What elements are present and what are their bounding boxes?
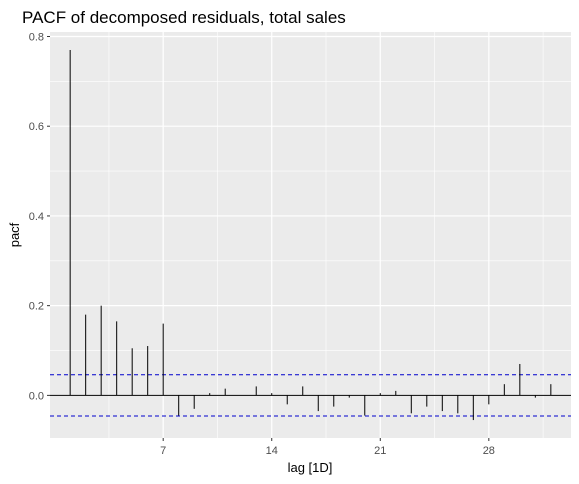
x-tick-label: 21 xyxy=(374,445,386,457)
y-tick-label: 0.8 xyxy=(29,31,44,43)
plot-panel xyxy=(50,32,571,438)
x-tick-label: 14 xyxy=(266,445,278,457)
y-axis: 0.0 0.2 0.4 0.6 0.8 xyxy=(29,31,50,402)
x-axis-title: lag [1D] xyxy=(288,460,333,475)
chart-title: PACF of decomposed residuals, total sale… xyxy=(22,8,346,27)
y-tick-label: 0.0 xyxy=(29,390,44,402)
y-tick-label: 0.2 xyxy=(29,301,44,313)
x-axis: 7 14 21 28 xyxy=(160,438,495,457)
y-axis-title: pacf xyxy=(7,222,22,247)
x-tick-label: 7 xyxy=(160,445,166,457)
pacf-spikes xyxy=(69,49,552,421)
y-tick-label: 0.6 xyxy=(29,121,44,133)
y-tick-label: 0.4 xyxy=(29,211,44,223)
x-tick-label: 28 xyxy=(483,445,495,457)
confidence-bounds xyxy=(50,374,571,417)
